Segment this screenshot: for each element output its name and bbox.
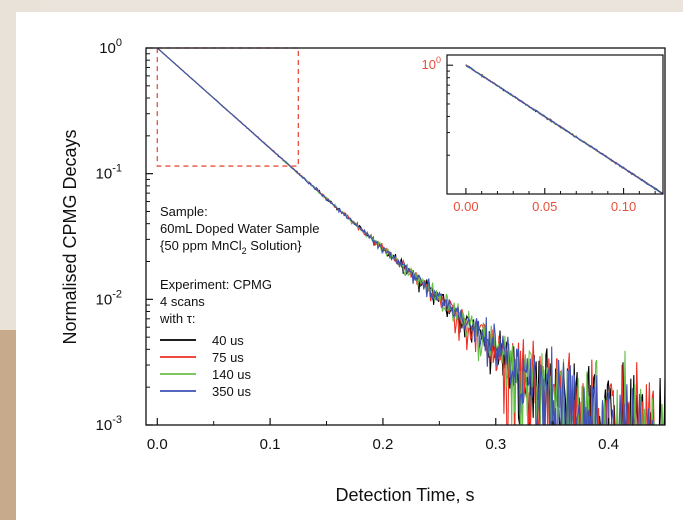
y-tick-label--3: 10-3 [96,414,122,434]
x-tick-label-0.1: 0.1 [260,436,281,453]
inset-clip [465,64,663,194]
inset-y-tick-label: 100 [422,55,441,72]
x-tick-label-0.2: 0.2 [373,436,394,453]
main-plot-clip [156,48,665,425]
y-tick-label--2: 10-2 [96,288,122,308]
annotation-sample-line2-pre: {50 ppm MnCl [160,238,242,253]
axes: 0.0 0.1 0.2 0.3 0.4 100 10-1 10-2 10-3 [96,37,666,453]
annotation-sample-line2-post: Solution} [247,238,303,253]
x-tick-label-0.3: 0.3 [485,436,506,453]
y-tick-label-0: 100 [99,37,122,57]
x-tick-label-0.0: 0.0 [147,436,168,453]
annotation-sample-line1: 60mL Doped Water Sample [160,221,319,236]
inset-plot: 0.00 0.05 0.10 100 [422,54,664,214]
main-plot [156,48,665,425]
inset-x-tick-label-0.00: 0.00 [453,199,478,214]
main-plot-frame [145,47,666,426]
inset-series-line-350us [465,64,663,194]
legend-label-75us: 75 us [212,350,244,365]
annotation-tau: with τ: [159,311,195,326]
inset-x-tick-label-0.10: 0.10 [611,199,636,214]
annotation-sample-heading: Sample: [160,204,208,219]
x-axis-title: Detection Time, s [335,485,474,505]
y-tick-label--1: 10-1 [96,163,122,183]
legend-label-350us: 350 us [212,384,252,399]
x-tick-label-0.4: 0.4 [598,436,619,453]
annotation-experiment: Experiment: CPMG [160,277,272,292]
annotation-sample-line2-sub: 2 [242,246,247,256]
inset-x-tick-label-0.05: 0.05 [532,199,557,214]
annotation-scans: 4 scans [160,294,205,309]
y-axis-title: Normalised CPMG Decays [60,129,80,344]
sample-annotation: Sample: 60mL Doped Water Sample {50 ppm … [159,204,319,326]
legend: 40 us 75 us 140 us 350 us [160,333,252,399]
annotation-sample-line2: {50 ppm MnCl2 Solution} [160,238,302,256]
inset-frame [446,54,664,195]
legend-label-40us: 40 us [212,333,244,348]
legend-label-140us: 140 us [212,367,252,382]
series-line-350us [156,48,663,425]
zoom-region-box [156,47,299,167]
